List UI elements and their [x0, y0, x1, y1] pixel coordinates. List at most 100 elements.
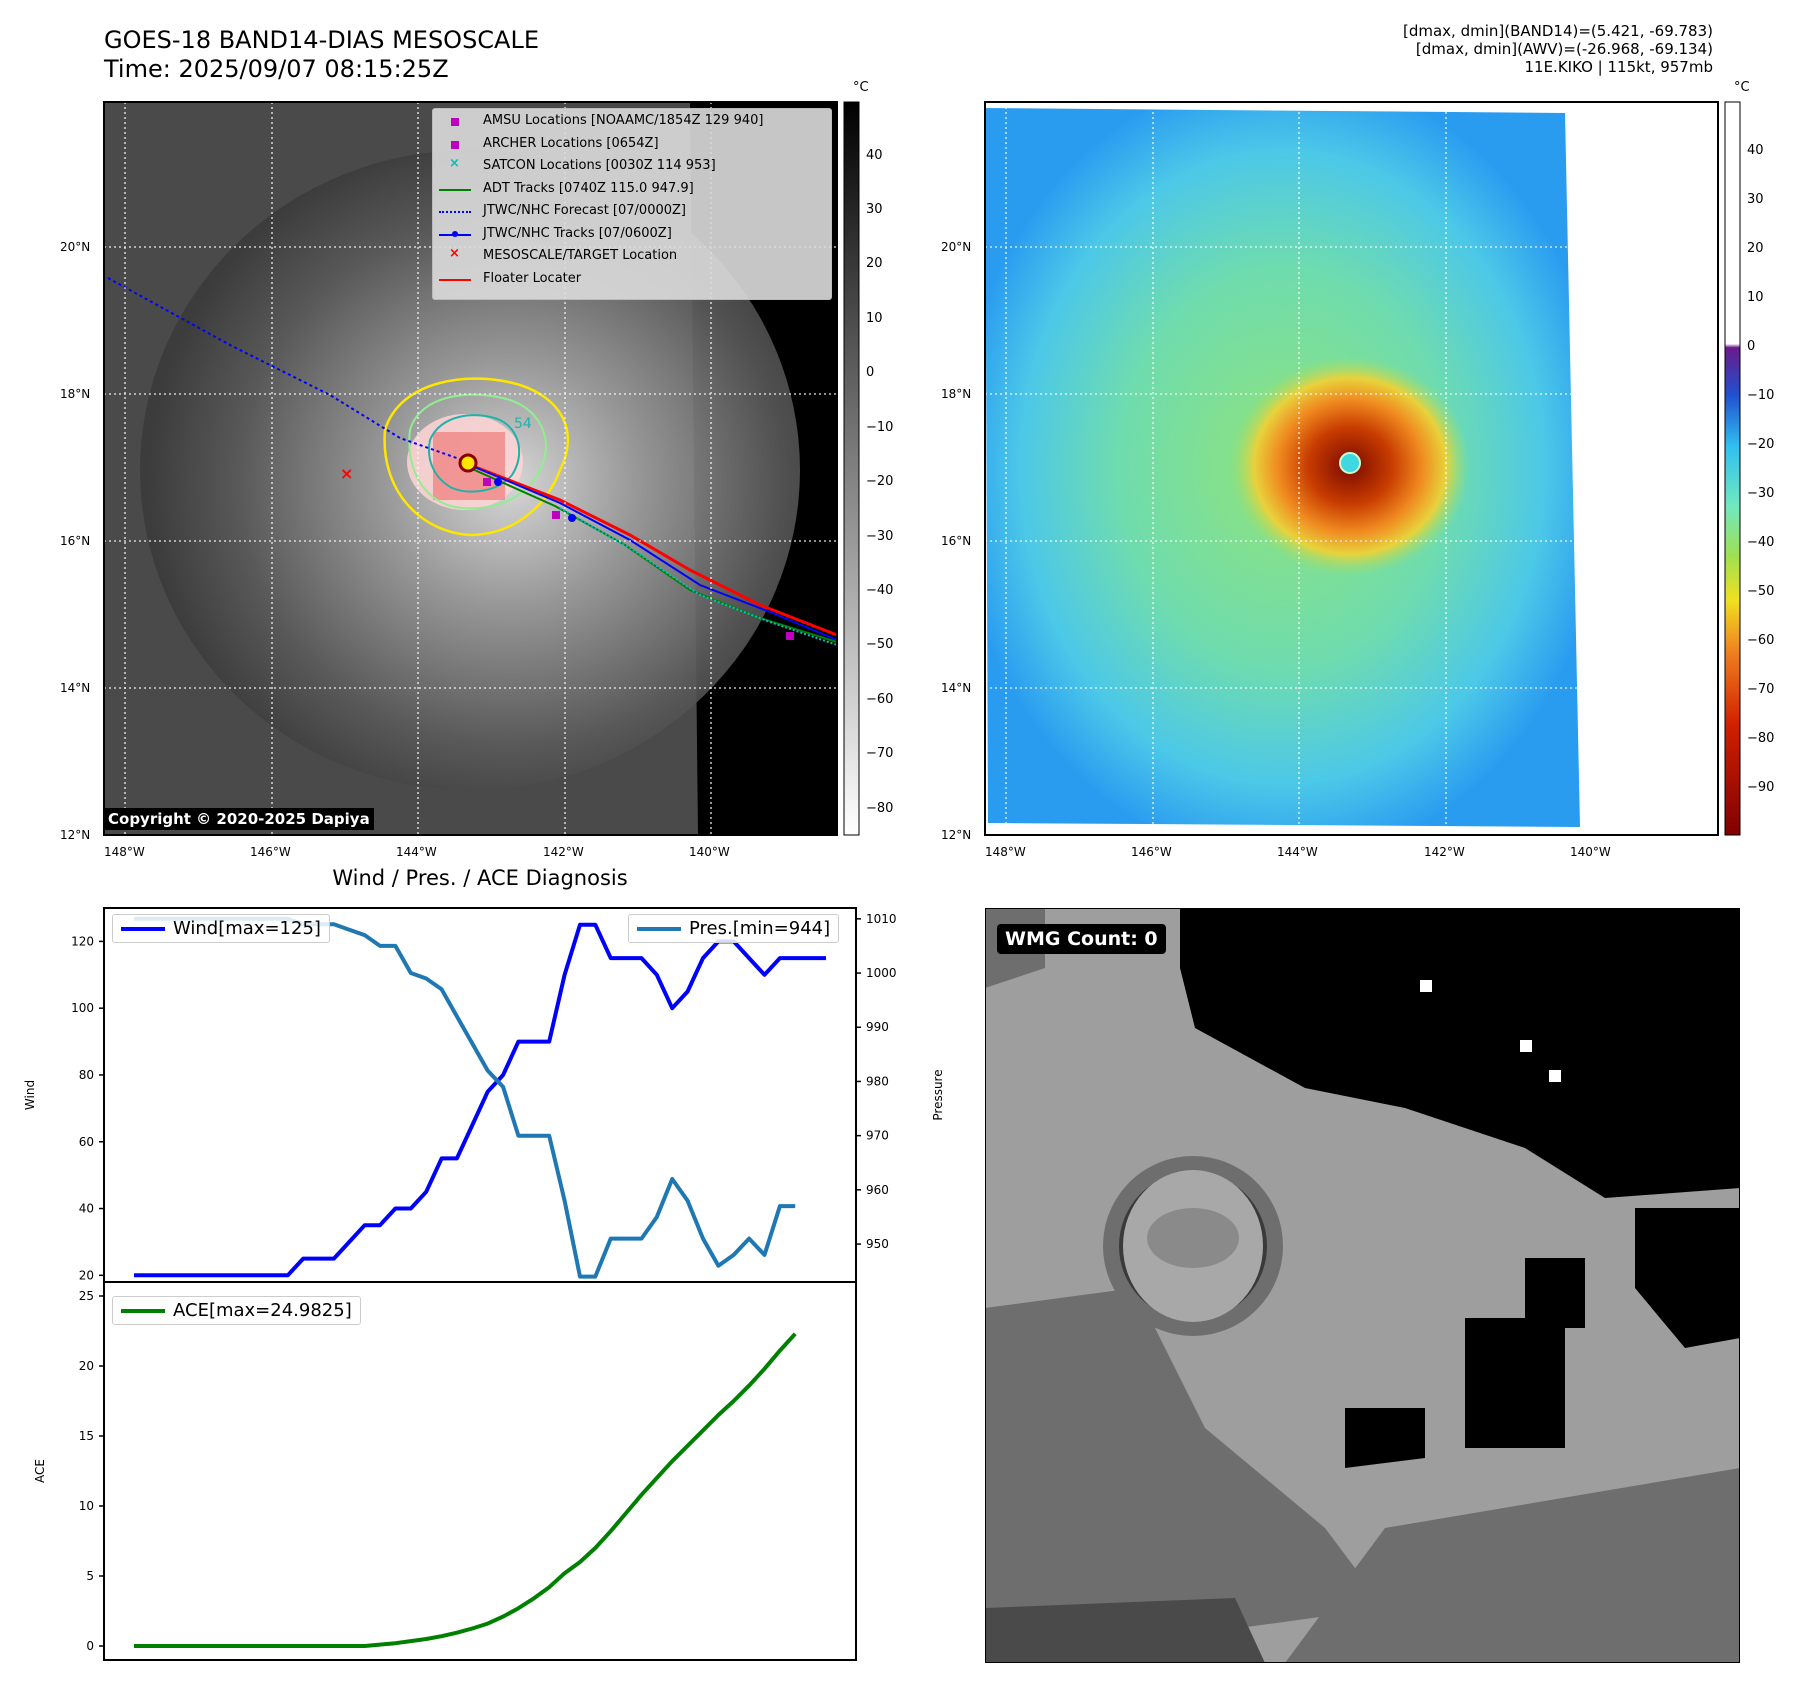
lon-label: 140°W [689, 845, 730, 859]
colorbar-tick: 40 [1747, 143, 1764, 158]
ace-legend-swatch [121, 1308, 165, 1313]
pressure-axis-tick-label: 960 [866, 1183, 889, 1197]
ir-map-frame [103, 101, 838, 836]
wind-axis-tick-label: 20 [79, 1268, 94, 1282]
ace-axis-tick-label: 10 [79, 1499, 94, 1513]
wmg-dark-region [985, 1288, 1385, 1663]
lon-label: 146°W [250, 845, 291, 859]
jtwc-track [469, 464, 838, 641]
lat-label: 16°N [60, 534, 91, 548]
awv-map-frame [984, 101, 1719, 836]
lon-label: 144°W [1277, 845, 1318, 859]
color-colorbar-unit: °C [1734, 80, 1750, 95]
legend-item-adt: ADT Tracks [0740Z 115.0 947.9] [433, 181, 831, 204]
amsu-marker [552, 511, 560, 519]
gray-colorbar [843, 101, 860, 836]
info-line-1: [dmax, dmin](BAND14)=(5.421, -69.783) [1402, 22, 1713, 40]
legend-item-tracks: JTWC/NHC Tracks [07/0600Z] [433, 226, 831, 249]
wmg-cold-region [1180, 908, 1740, 1198]
wmg-cold-region [1345, 1408, 1425, 1468]
legend-label: JTWC/NHC Forecast [07/0000Z] [483, 203, 686, 218]
wmg-cold-region [1635, 1208, 1740, 1348]
legend-item-forecast: JTWC/NHC Forecast [07/0000Z] [433, 203, 831, 226]
info-line-3: 11E.KIKO | 115kt, 957mb [1524, 58, 1713, 76]
ir-legend: AMSU Locations [NOAAMC/1854Z 129 940] AR… [432, 108, 832, 300]
colorbar-tick: −20 [1747, 437, 1775, 452]
ace-ylabel: ACE [33, 1459, 47, 1483]
colorbar-tick: −50 [866, 637, 894, 652]
colorbar-tick: 30 [1747, 192, 1764, 207]
floater-legend-icon [439, 278, 471, 281]
pressure-legend-swatch [637, 926, 681, 931]
wmg-pixel [1420, 980, 1432, 992]
forecast-track [107, 277, 469, 463]
ace-panel [103, 1281, 857, 1661]
satcon-track [559, 507, 838, 646]
amsu-marker [786, 632, 794, 640]
copyright-badge: Copyright © 2020-2025 Dapiya [104, 808, 374, 830]
wmg-darker-region [985, 1598, 1265, 1663]
ace-legend-label: ACE[max=24.9825] [173, 1300, 352, 1321]
colorbar-tick: −20 [866, 474, 894, 489]
colorbar-tick: −70 [1747, 682, 1775, 697]
colorbar-tick: 10 [1747, 290, 1764, 305]
wind-pres-panel [103, 907, 857, 1283]
lon-label: 148°W [985, 845, 1026, 859]
awv-gridlines [985, 102, 1718, 835]
legend-item-amsu: AMSU Locations [NOAAMC/1854Z 129 940] [433, 113, 831, 136]
colorbar-tick: −90 [1747, 780, 1775, 795]
lon-label: 148°W [104, 845, 145, 859]
ace-axis-tick-label: 5 [86, 1569, 94, 1583]
colorbar-tick: 20 [866, 256, 883, 271]
wmg-cold-region [1525, 1258, 1585, 1328]
colorbar-tick: −80 [866, 801, 894, 816]
pressure-ylabel: Pressure [931, 1069, 945, 1120]
lon-label: 140°W [1570, 845, 1611, 859]
lat-label: 18°N [941, 387, 972, 401]
wind-legend-label: Wind[max=125] [173, 918, 321, 939]
legend-label: SATCON Locations [0030Z 114 953] [483, 158, 716, 173]
colorbar-tick: 10 [866, 311, 883, 326]
legend-label: JTWC/NHC Tracks [07/0600Z] [483, 225, 672, 241]
forecast-legend-icon [439, 211, 471, 213]
colorbar-tick: −80 [1747, 731, 1775, 746]
storm-info: [dmax, dmin](BAND14)=(5.421, -69.783) [d… [1113, 22, 1713, 76]
satcon-legend-icon: × [449, 156, 460, 171]
wind-legend-swatch [121, 926, 165, 931]
diagnosis-title: Wind / Pres. / ACE Diagnosis [332, 866, 628, 890]
pressure-axis-tick-label: 970 [866, 1129, 889, 1143]
lat-label: 12°N [941, 828, 972, 842]
lat-label: 14°N [60, 681, 91, 695]
pressure-legend: Pres.[min=944] [628, 914, 840, 943]
pressure-axis-tick-label: 950 [866, 1237, 889, 1251]
lat-label: 12°N [60, 828, 91, 842]
legend-label: Floater Locater [483, 270, 582, 286]
lat-label: 20°N [60, 240, 91, 254]
wind-series-line [134, 922, 826, 1278]
pressure-legend-label: Pres.[min=944] [689, 918, 831, 939]
pressure-axis-tick-label: 1000 [866, 966, 897, 980]
track-point [568, 514, 576, 522]
lat-label: 18°N [60, 387, 91, 401]
legend-label: AMSU Locations [NOAAMC/1854Z 129 940] [483, 113, 764, 128]
archer-marker [483, 478, 491, 486]
legend-label: ARCHER Locations [0654Z] [483, 135, 659, 151]
gray-colorbar-unit: °C [853, 80, 869, 95]
colorbar-tick: −30 [1747, 486, 1775, 501]
colorbar-tick: −40 [1747, 535, 1775, 550]
lon-label: 146°W [1131, 845, 1172, 859]
info-line-2: [dmax, dmin](AWV)=(-26.968, -69.134) [1415, 40, 1713, 58]
colorbar-tick: 30 [866, 202, 883, 217]
floater-track [469, 463, 838, 637]
wind-axis-tick-label: 60 [79, 1135, 94, 1149]
legend-items: AMSU Locations [NOAAMC/1854Z 129 940] AR… [433, 113, 831, 293]
lon-label: 142°W [543, 845, 584, 859]
tracks-legend-dot [452, 230, 458, 237]
diagnosis-chart: 1201008060402010101000990980970960950252… [23, 907, 945, 1661]
color-colorbar [1724, 101, 1741, 836]
wmg-panel [985, 908, 1740, 1663]
ace-axis-tick-label: 25 [79, 1289, 94, 1303]
wmg-eye-center [1147, 1208, 1239, 1268]
figure-title: GOES-18 BAND14-DIAS MESOSCALE Time: 2025… [104, 26, 539, 84]
colorbar-tick: −40 [866, 583, 894, 598]
